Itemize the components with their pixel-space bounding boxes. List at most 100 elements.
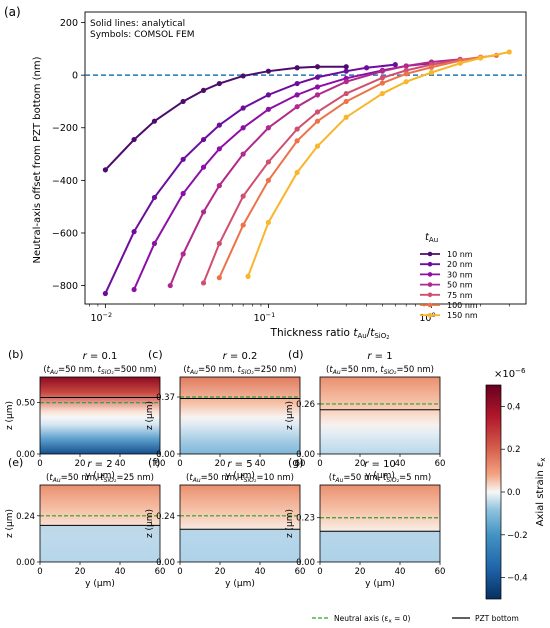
y-axis-label: z (μm) — [285, 509, 295, 538]
ratio-symbol: r — [367, 351, 372, 362]
tsio2-value: 250 nm — [261, 365, 294, 375]
x-label-sub-num: Au — [357, 332, 366, 340]
data-point — [343, 114, 349, 120]
series-30-nm — [131, 60, 435, 293]
ratio-symbol: r — [87, 459, 92, 470]
data-point — [265, 159, 272, 165]
paren: ) — [151, 473, 154, 483]
ratio-equals: = — [368, 459, 383, 470]
t-symbol: t — [189, 473, 193, 483]
data-point — [151, 194, 158, 201]
data-point — [294, 92, 300, 98]
y-axis-label: z (μm) — [145, 401, 155, 430]
data-point — [216, 183, 222, 189]
data-point — [200, 136, 207, 143]
colorbar-gradient — [485, 384, 502, 600]
data-point — [131, 286, 137, 293]
x-tick-label: 60 — [155, 459, 166, 469]
x-axis-label: y (μm) — [225, 579, 255, 589]
data-point — [294, 126, 300, 132]
au-sub: Au — [332, 369, 341, 376]
data-point — [363, 65, 370, 71]
x-tick-base: 10 — [254, 313, 266, 324]
series-20-nm — [102, 62, 398, 297]
panel-title-thickness: (tAu=50 nm, tSiO₂=500 nm) — [43, 365, 156, 376]
sep: , — [232, 365, 237, 375]
data-point — [343, 79, 349, 85]
data-point — [314, 64, 321, 70]
heatmap-panel-b: (b) r = 0.1(tAu=50 nm, tSiO₂=500 nm)0.000… — [5, 348, 165, 481]
colorbar-multiplier: ×10−6 — [494, 367, 526, 380]
panel-title-thickness: (tAu=50 nm, tSiO₂=5 nm) — [329, 473, 432, 484]
series-10-nm — [102, 64, 349, 173]
tau-value: 50 nm — [205, 365, 232, 375]
x-tick-label: 20 — [355, 459, 366, 469]
data-point — [428, 64, 435, 70]
heatmap-frame — [39, 484, 161, 563]
data-point — [216, 146, 222, 152]
panel-label: (d) — [288, 348, 304, 361]
paren: ( — [186, 473, 189, 483]
x-tick-label: 20 — [215, 567, 226, 577]
data-point — [428, 69, 435, 76]
data-point — [240, 73, 246, 79]
y-tick-label: 0.23 — [296, 514, 315, 524]
paren: ( — [326, 365, 329, 375]
data-point — [240, 222, 246, 228]
y-tick-label: −200 — [52, 123, 78, 134]
au-sub: Au — [334, 477, 343, 484]
x-axis-label: y (μm) — [85, 579, 115, 589]
neutral-axis-legend-label: Neutral axis (εx = 0) — [334, 614, 411, 625]
ratio-value: 0.2 — [241, 351, 257, 362]
x-tick-label: 10−1 — [254, 311, 276, 324]
y-axis-label: z (μm) — [5, 401, 15, 430]
data-point — [294, 65, 300, 71]
sep: , — [378, 473, 383, 483]
data-point — [216, 122, 222, 128]
ratio-symbol: r — [227, 459, 232, 470]
ratio-value: 2 — [106, 459, 112, 470]
data-point — [240, 151, 246, 157]
panel-title-ratio: r = 10 — [364, 459, 396, 470]
panel-a-y-axis-label: Neutral-axis offset from PZT bottom (nm) — [32, 56, 43, 263]
au-sub: Au — [52, 477, 61, 484]
paren: ) — [291, 473, 294, 483]
legend-label: 20 nm — [447, 260, 473, 269]
panel-title-ratio: r = 1 — [367, 351, 392, 362]
data-point — [343, 98, 349, 105]
data-point — [379, 90, 385, 97]
x-tick-exponent: −2 — [103, 311, 113, 319]
panel-title-ratio: r = 5 — [227, 459, 252, 470]
ratio-value: 0.1 — [101, 351, 117, 362]
heatmap-panel-c: (c) r = 0.2(tAu=50 nm, tSiO₂=250 nm)0.000… — [145, 348, 305, 481]
sio2-sub: SiO₂ — [244, 477, 257, 484]
legend-marker — [427, 302, 433, 308]
data-point — [265, 92, 272, 98]
t-symbol: t — [332, 473, 336, 483]
data-point — [294, 169, 300, 176]
series-50-nm — [167, 56, 463, 289]
eq: = — [198, 365, 205, 375]
series-line — [169, 58, 461, 286]
paren: ( — [43, 365, 46, 375]
eq: = — [58, 365, 65, 375]
heatmap-lower-layer — [320, 531, 440, 562]
au-sub: Au — [49, 369, 58, 376]
heatmap-frame — [179, 376, 301, 455]
colorbar-label: Axial strain εx — [535, 458, 547, 527]
ratio-symbol: r — [223, 351, 228, 362]
data-point — [102, 167, 108, 173]
x-tick-label: 100 — [419, 311, 435, 324]
ratio-value: 10 — [383, 459, 396, 470]
x-axis-label: y (μm) — [365, 579, 395, 589]
y-tick-label: 0 — [72, 71, 78, 82]
panel-label: (f) — [148, 456, 160, 469]
tau-value: 50 nm — [65, 365, 92, 375]
panel-label: (c) — [148, 348, 163, 361]
data-point — [477, 55, 484, 61]
tau-value: 50 nm — [350, 473, 377, 483]
sep: , — [375, 365, 380, 375]
tau-value: 50 nm — [348, 365, 375, 375]
x-label-t-den: t — [370, 327, 375, 339]
